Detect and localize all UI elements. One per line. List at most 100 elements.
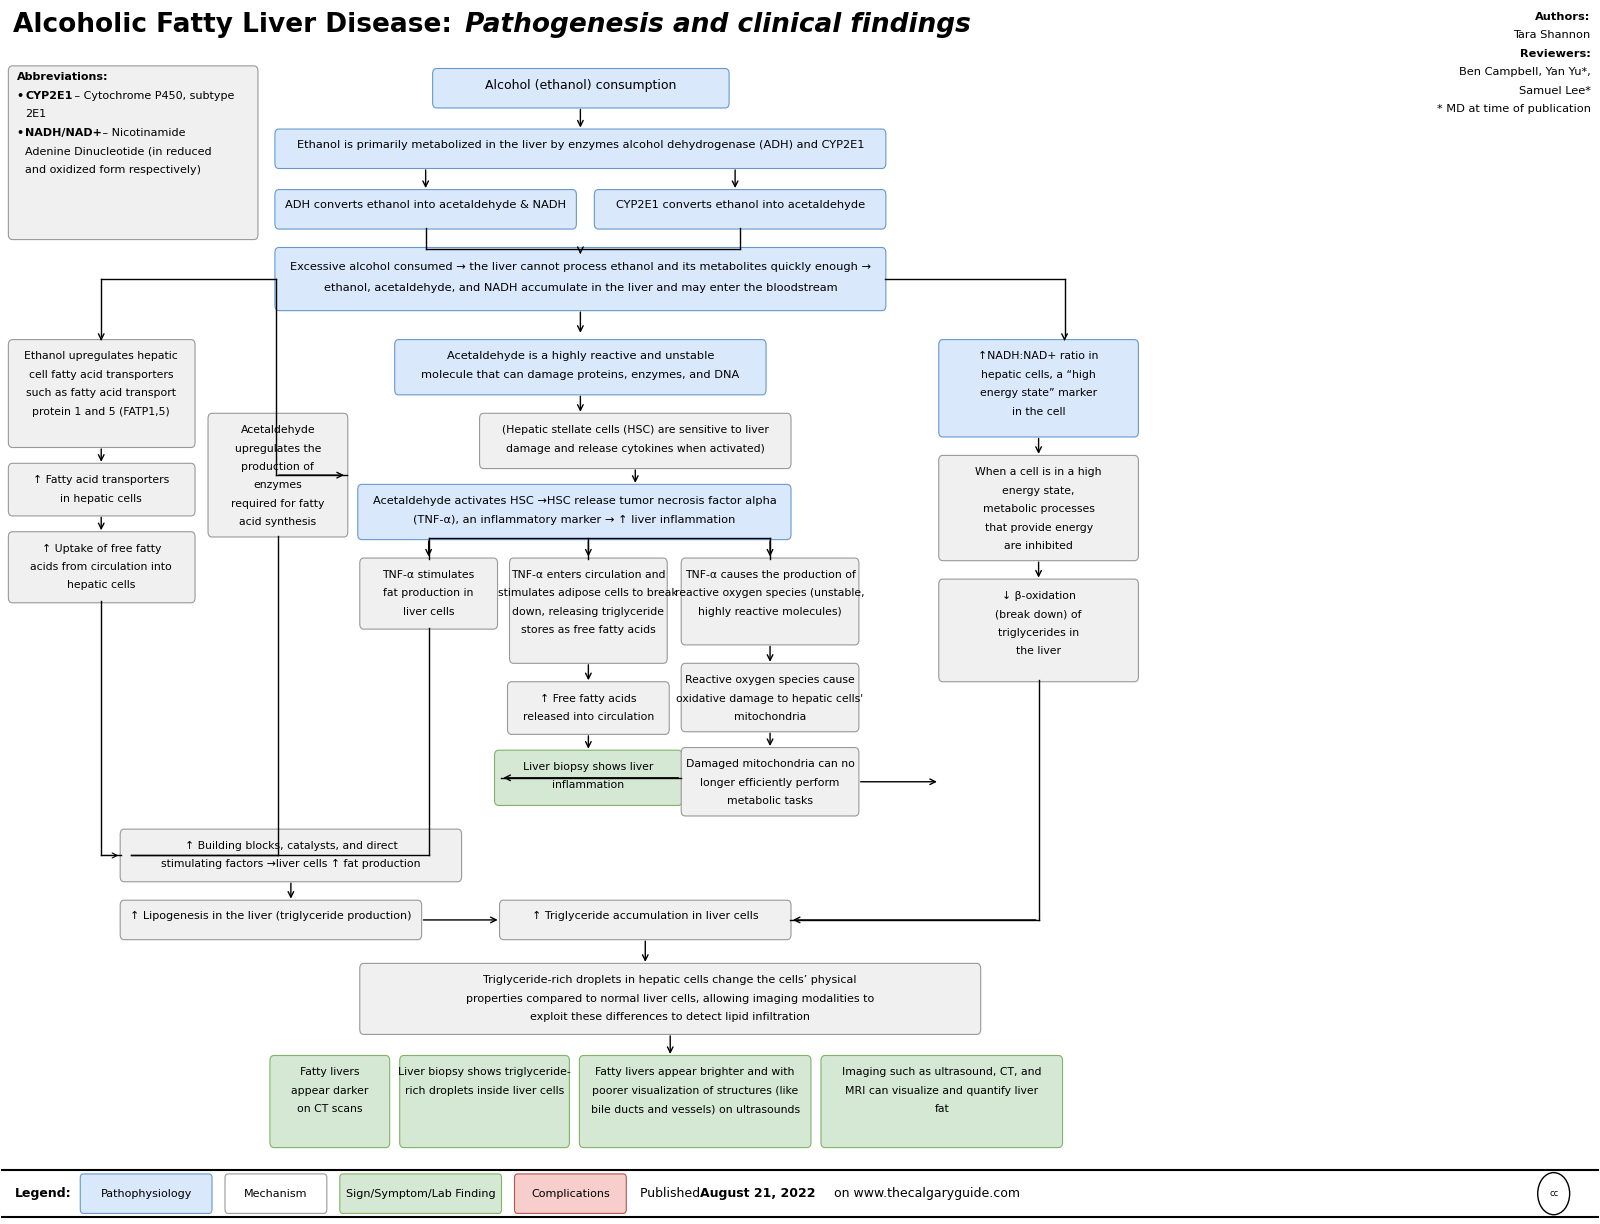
Text: Triglyceride-rich droplets in hepatic cells change the cells’ physical: Triglyceride-rich droplets in hepatic ce…	[483, 976, 858, 985]
Text: are inhibited: are inhibited	[1005, 541, 1074, 551]
FancyBboxPatch shape	[821, 1055, 1062, 1148]
Text: stimulating factors →liver cells ↑ fat production: stimulating factors →liver cells ↑ fat p…	[162, 859, 421, 869]
Text: ↑ Fatty acid transporters: ↑ Fatty acid transporters	[34, 475, 170, 485]
FancyBboxPatch shape	[594, 190, 886, 229]
Text: MRI can visualize and quantify liver: MRI can visualize and quantify liver	[845, 1086, 1038, 1095]
Text: on CT scans: on CT scans	[298, 1104, 363, 1114]
FancyBboxPatch shape	[275, 247, 886, 311]
Text: bile ducts and vessels) on ultrasounds: bile ducts and vessels) on ultrasounds	[590, 1104, 800, 1114]
Text: released into circulation: released into circulation	[523, 712, 654, 722]
Text: Fatty livers appear brighter and with: Fatty livers appear brighter and with	[595, 1067, 795, 1077]
Text: appear darker: appear darker	[291, 1086, 368, 1095]
Text: stores as free fatty acids: stores as free fatty acids	[522, 625, 656, 635]
Text: Ethanol upregulates hepatic: Ethanol upregulates hepatic	[24, 351, 178, 361]
Text: TNF-α enters circulation and: TNF-α enters circulation and	[510, 570, 666, 580]
Text: (break down) of: (break down) of	[995, 610, 1082, 619]
Text: that provide energy: that provide energy	[984, 523, 1093, 532]
Text: Reviewers:: Reviewers:	[1520, 49, 1590, 59]
Text: cc: cc	[1549, 1190, 1558, 1198]
Text: TNF-α stimulates: TNF-α stimulates	[382, 570, 475, 580]
Text: mitochondria: mitochondria	[734, 712, 806, 722]
Text: Acetaldehyde: Acetaldehyde	[240, 425, 315, 435]
Text: Damaged mitochondria can no: Damaged mitochondria can no	[686, 759, 854, 770]
FancyBboxPatch shape	[8, 339, 195, 448]
FancyBboxPatch shape	[682, 558, 859, 645]
Text: (TNF-α), an inflammatory marker → ↑ liver inflammation: (TNF-α), an inflammatory marker → ↑ live…	[413, 514, 736, 525]
Text: enzymes: enzymes	[253, 480, 302, 491]
FancyBboxPatch shape	[682, 663, 859, 732]
Text: fat production in: fat production in	[384, 589, 474, 599]
Text: fat: fat	[934, 1104, 949, 1114]
FancyBboxPatch shape	[358, 485, 790, 540]
FancyBboxPatch shape	[120, 829, 461, 881]
FancyBboxPatch shape	[80, 1174, 213, 1213]
Text: Published: Published	[640, 1187, 704, 1201]
Text: hepatic cells: hepatic cells	[67, 580, 136, 590]
Text: such as fatty acid transport: such as fatty acid transport	[26, 388, 176, 398]
FancyBboxPatch shape	[208, 414, 347, 537]
Text: Adenine Dinucleotide (in reduced: Adenine Dinucleotide (in reduced	[26, 146, 211, 157]
Text: protein 1 and 5 (FATP1,5): protein 1 and 5 (FATP1,5)	[32, 406, 170, 416]
Text: cell fatty acid transporters: cell fatty acid transporters	[29, 370, 173, 379]
FancyBboxPatch shape	[499, 900, 790, 940]
Text: stimulates adipose cells to break: stimulates adipose cells to break	[499, 589, 678, 599]
Text: Complications: Complications	[531, 1189, 610, 1198]
FancyBboxPatch shape	[360, 558, 498, 629]
Text: reactive oxygen species (unstable,: reactive oxygen species (unstable,	[675, 589, 866, 599]
FancyBboxPatch shape	[432, 69, 730, 108]
FancyBboxPatch shape	[395, 339, 766, 395]
Text: poorer visualization of structures (like: poorer visualization of structures (like	[592, 1086, 798, 1095]
Text: Mechanism: Mechanism	[245, 1189, 307, 1198]
FancyBboxPatch shape	[120, 900, 422, 940]
Text: production of: production of	[242, 461, 314, 472]
FancyBboxPatch shape	[8, 464, 195, 517]
FancyBboxPatch shape	[939, 339, 1139, 437]
FancyBboxPatch shape	[579, 1055, 811, 1148]
Text: Alcoholic Fatty Liver Disease:: Alcoholic Fatty Liver Disease:	[13, 12, 461, 38]
Text: in hepatic cells: in hepatic cells	[61, 493, 142, 503]
Text: ↑NADH:NAD+ ratio in: ↑NADH:NAD+ ratio in	[978, 351, 1099, 361]
Text: Pathogenesis and clinical findings: Pathogenesis and clinical findings	[464, 12, 971, 38]
Text: damage and release cytokines when activated): damage and release cytokines when activa…	[506, 443, 765, 454]
Text: Liver biopsy shows triglyceride-: Liver biopsy shows triglyceride-	[398, 1067, 571, 1077]
Text: acid synthesis: acid synthesis	[240, 518, 317, 528]
Text: Acetaldehyde is a highly reactive and unstable: Acetaldehyde is a highly reactive and un…	[446, 351, 714, 361]
FancyBboxPatch shape	[339, 1174, 501, 1213]
Text: Authors:: Authors:	[1536, 12, 1590, 22]
Text: inflammation: inflammation	[552, 781, 624, 791]
Text: upregulates the: upregulates the	[235, 443, 322, 454]
Text: required for fatty: required for fatty	[232, 499, 325, 509]
Text: Sign/Symptom/Lab Finding: Sign/Symptom/Lab Finding	[346, 1189, 496, 1198]
Text: ↑ Building blocks, catalysts, and direct: ↑ Building blocks, catalysts, and direct	[184, 841, 397, 851]
Text: Pathophysiology: Pathophysiology	[101, 1189, 192, 1198]
FancyBboxPatch shape	[509, 558, 667, 663]
FancyBboxPatch shape	[8, 531, 195, 602]
FancyBboxPatch shape	[275, 129, 886, 169]
Text: ethanol, acetaldehyde, and NADH accumulate in the liver and may enter the bloods: ethanol, acetaldehyde, and NADH accumula…	[323, 283, 837, 293]
FancyBboxPatch shape	[360, 963, 981, 1034]
Text: molecule that can damage proteins, enzymes, and DNA: molecule that can damage proteins, enzym…	[421, 370, 739, 379]
FancyBboxPatch shape	[682, 748, 859, 816]
Text: When a cell is in a high: When a cell is in a high	[976, 468, 1102, 477]
FancyBboxPatch shape	[515, 1174, 626, 1213]
Text: CYP2E1 converts ethanol into acetaldehyde: CYP2E1 converts ethanol into acetaldehyd…	[616, 200, 864, 211]
FancyBboxPatch shape	[400, 1055, 570, 1148]
Text: oxidative damage to hepatic cells': oxidative damage to hepatic cells'	[677, 694, 864, 704]
Text: Alcohol (ethanol) consumption: Alcohol (ethanol) consumption	[485, 80, 677, 92]
FancyBboxPatch shape	[494, 750, 682, 805]
Text: on www.thecalgaryguide.com: on www.thecalgaryguide.com	[830, 1187, 1019, 1201]
FancyBboxPatch shape	[275, 190, 576, 229]
Text: hepatic cells, a “high: hepatic cells, a “high	[981, 370, 1096, 379]
Text: Tara Shannon: Tara Shannon	[1514, 31, 1590, 40]
Text: Acetaldehyde activates HSC →HSC release tumor necrosis factor alpha: Acetaldehyde activates HSC →HSC release …	[373, 496, 776, 507]
Text: •: •	[18, 127, 29, 138]
Text: ↑ Triglyceride accumulation in liver cells: ↑ Triglyceride accumulation in liver cel…	[531, 911, 758, 920]
FancyBboxPatch shape	[270, 1055, 390, 1148]
Text: ↓ β-oxidation: ↓ β-oxidation	[1002, 591, 1075, 601]
Text: Excessive alcohol consumed → the liver cannot process ethanol and its metabolite: Excessive alcohol consumed → the liver c…	[290, 262, 870, 272]
Text: NADH/NAD+: NADH/NAD+	[26, 127, 102, 138]
Text: longer efficiently perform: longer efficiently perform	[701, 777, 840, 788]
Text: Ethanol is primarily metabolized in the liver by enzymes alcohol dehydrogenase (: Ethanol is primarily metabolized in the …	[296, 140, 864, 149]
Text: and oxidized form respectively): and oxidized form respectively)	[26, 164, 202, 175]
Text: – Cytochrome P450, subtype: – Cytochrome P450, subtype	[72, 91, 235, 100]
